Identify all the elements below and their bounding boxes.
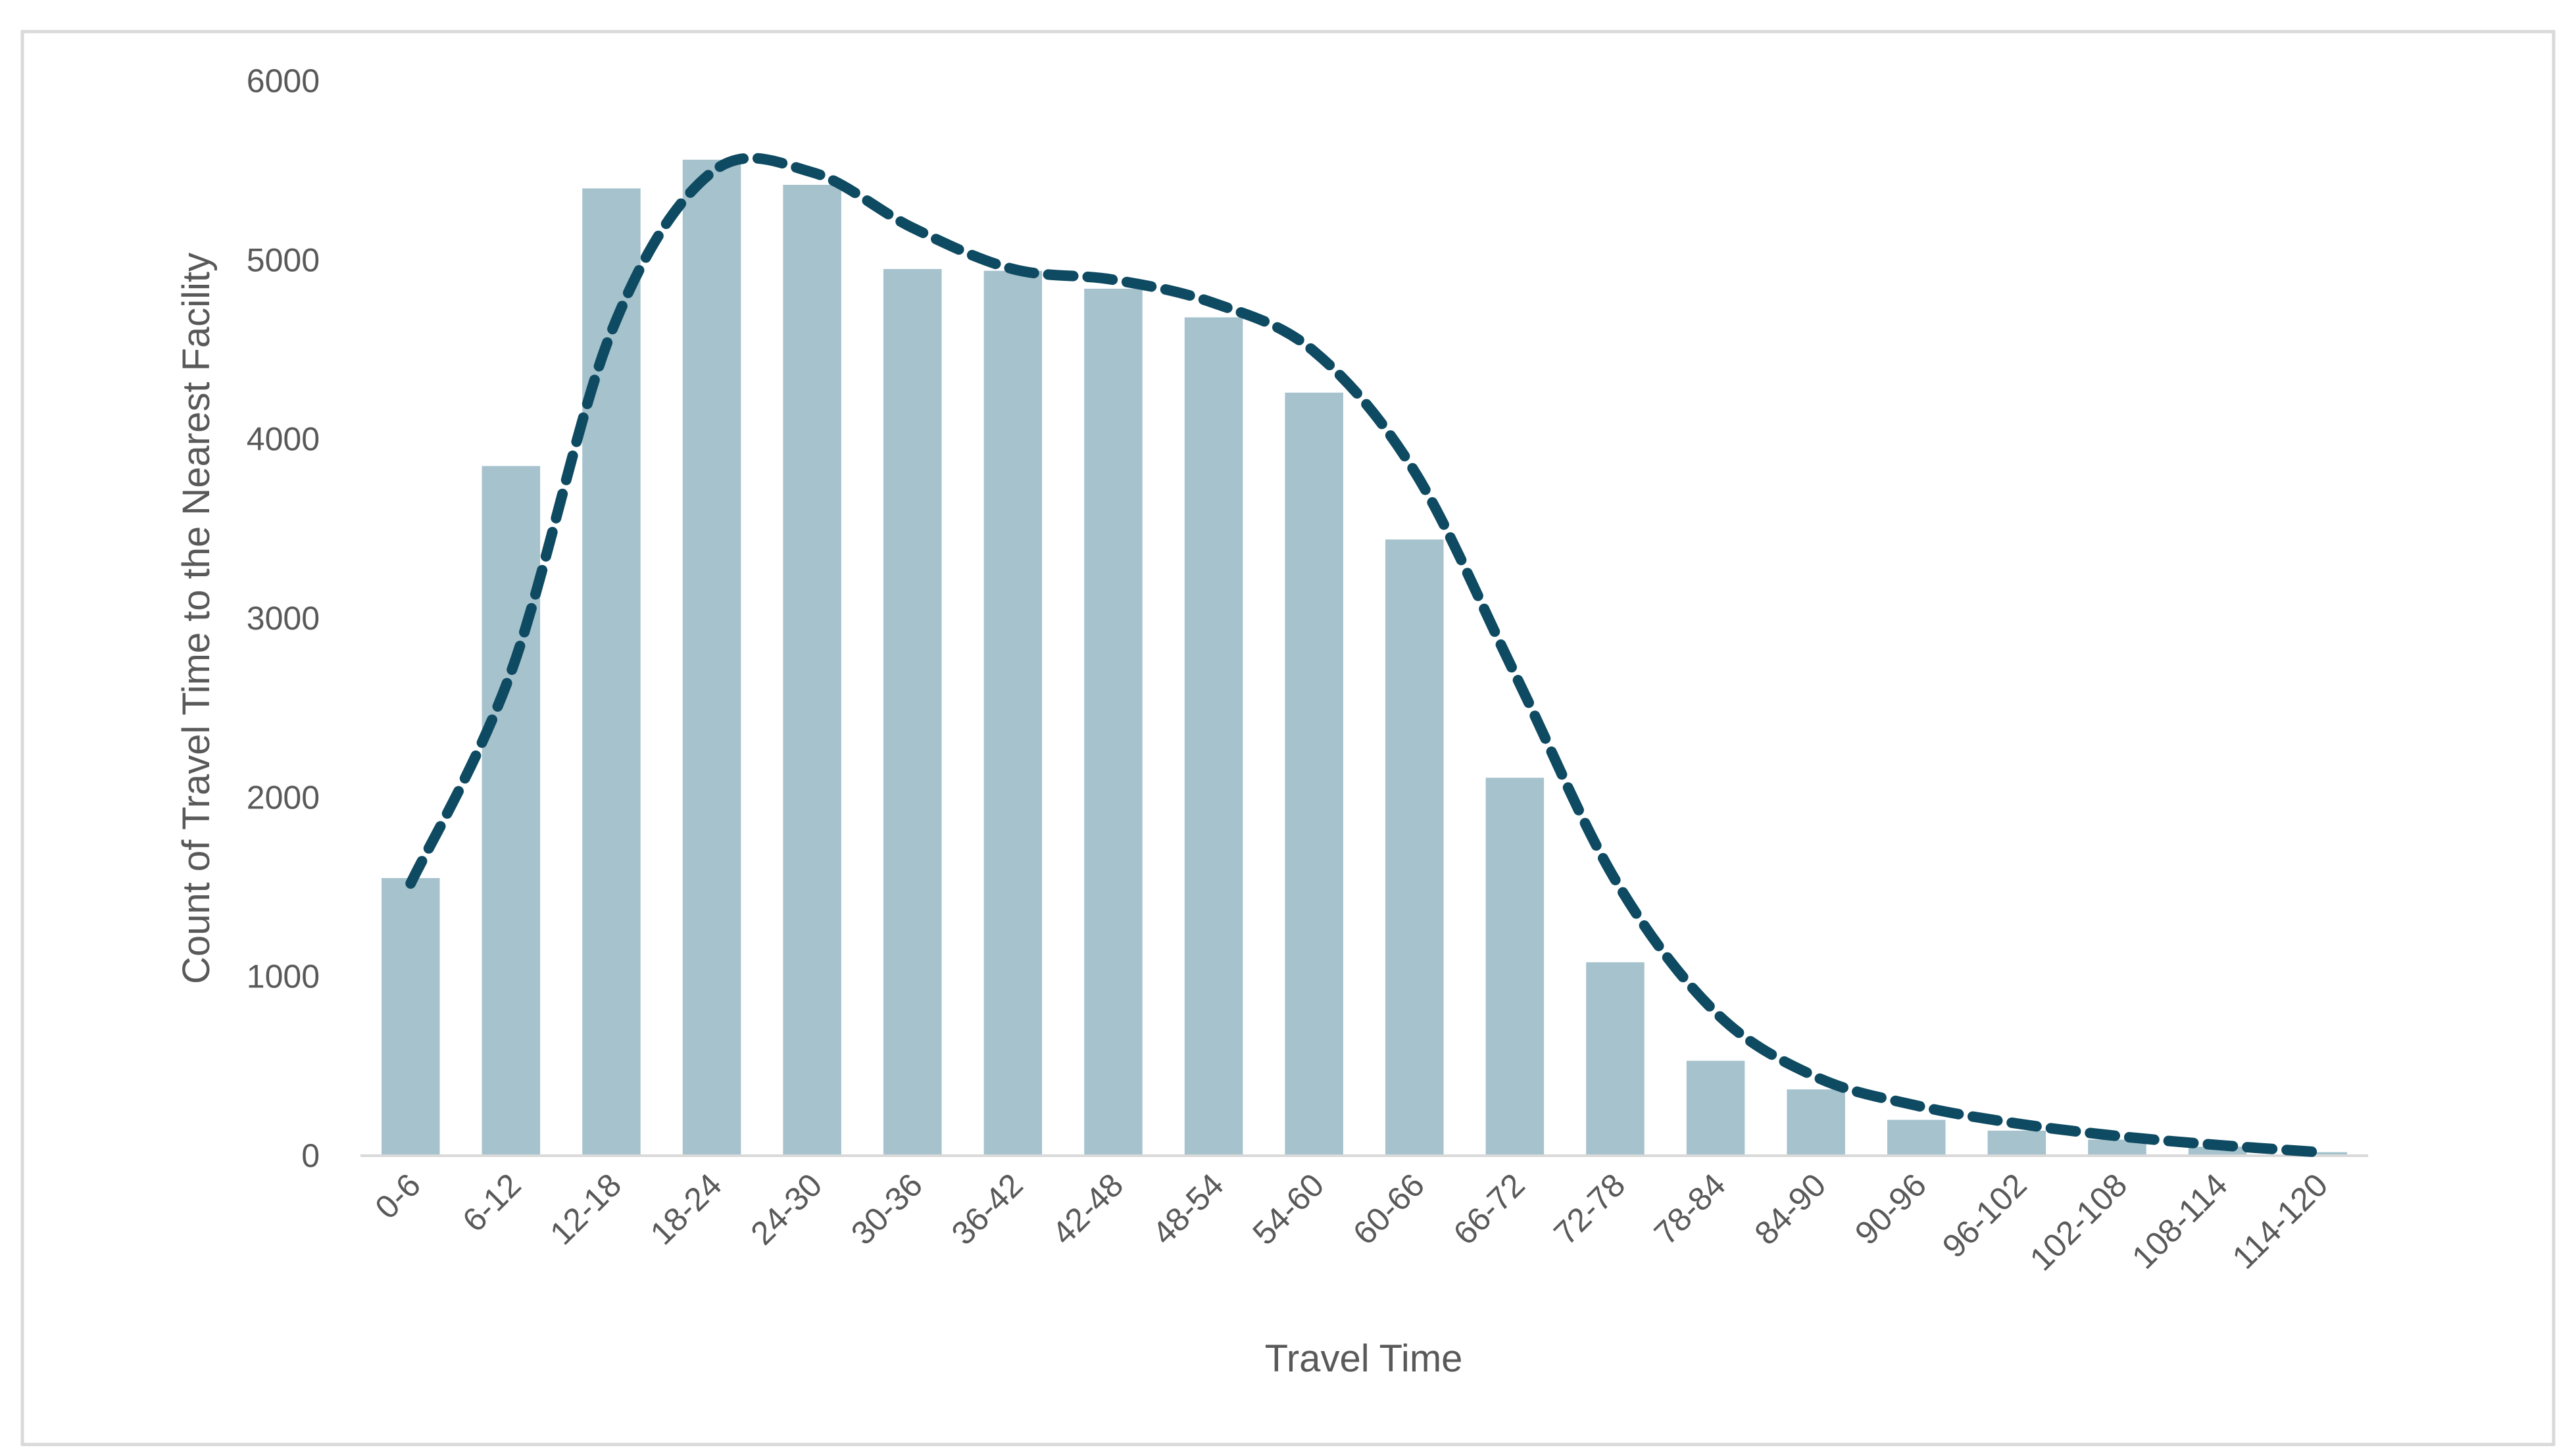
bar-66-72 [1485,777,1545,1156]
bar-114-120 [2289,1152,2347,1156]
y-axis-title: Count of Travel Time to the Nearest Faci… [175,253,218,984]
y-tick-label: 0 [301,1137,320,1174]
bar-48-54 [1184,317,1243,1156]
bar-18-24 [682,159,741,1156]
y-tick-label: 1000 [247,958,320,995]
bar-12-18 [582,188,641,1156]
bar-30-36 [883,269,942,1156]
y-tick-label: 5000 [247,241,320,278]
y-tick-label: 6000 [247,62,320,99]
bar-6-12 [482,466,541,1156]
bar-90-96 [1887,1120,1946,1156]
y-tick-label: 2000 [247,779,320,816]
bars-layer [382,159,2347,1156]
x-axis-title: Travel Time [1265,1337,1463,1380]
bar-42-48 [1084,288,1143,1156]
y-tick-label: 3000 [247,600,320,637]
bar-60-66 [1385,539,1444,1156]
bar-24-30 [783,185,841,1156]
y-tick-label: 4000 [247,421,320,458]
y-axis-ticks: 0 1000 2000 3000 4000 5000 6000 [247,62,320,1174]
bar-0-6 [382,877,440,1156]
bar-54-60 [1285,392,1343,1156]
bar-36-42 [983,270,1043,1156]
bar-72-78 [1586,962,1645,1156]
bar-96-102 [1987,1130,2046,1156]
bar-84-90 [1787,1089,1845,1156]
trend-line [405,153,2323,1158]
bar-78-84 [1686,1060,1745,1156]
